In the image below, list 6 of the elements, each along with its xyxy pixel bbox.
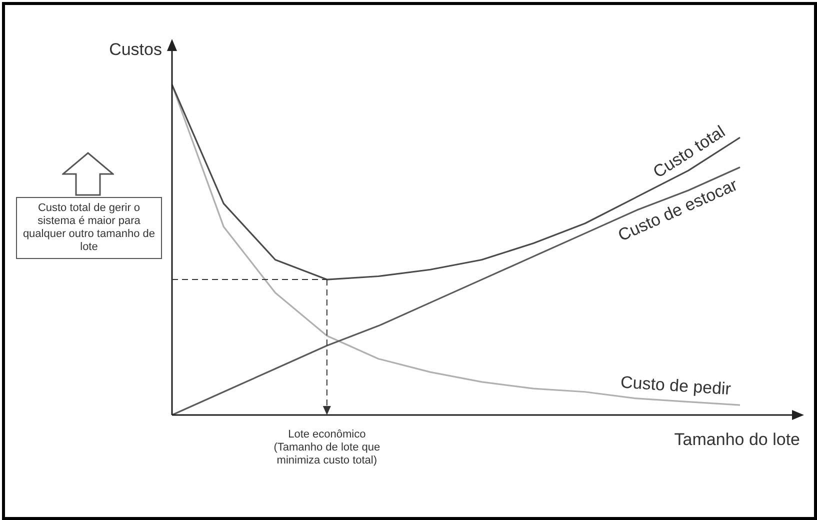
y-axis-title: Custos <box>109 40 162 59</box>
x-axis-title: Tamanho do lote <box>674 430 800 449</box>
text: Custo total <box>650 122 728 182</box>
text: Custo total de gerir o sistema é maior para qualquer outro tamanho de lote <box>16 197 162 259</box>
text: Lote econômico (Tamanho de lote que minimiza custo total) <box>274 428 380 467</box>
series-label: Custo de pedir <box>620 372 732 399</box>
